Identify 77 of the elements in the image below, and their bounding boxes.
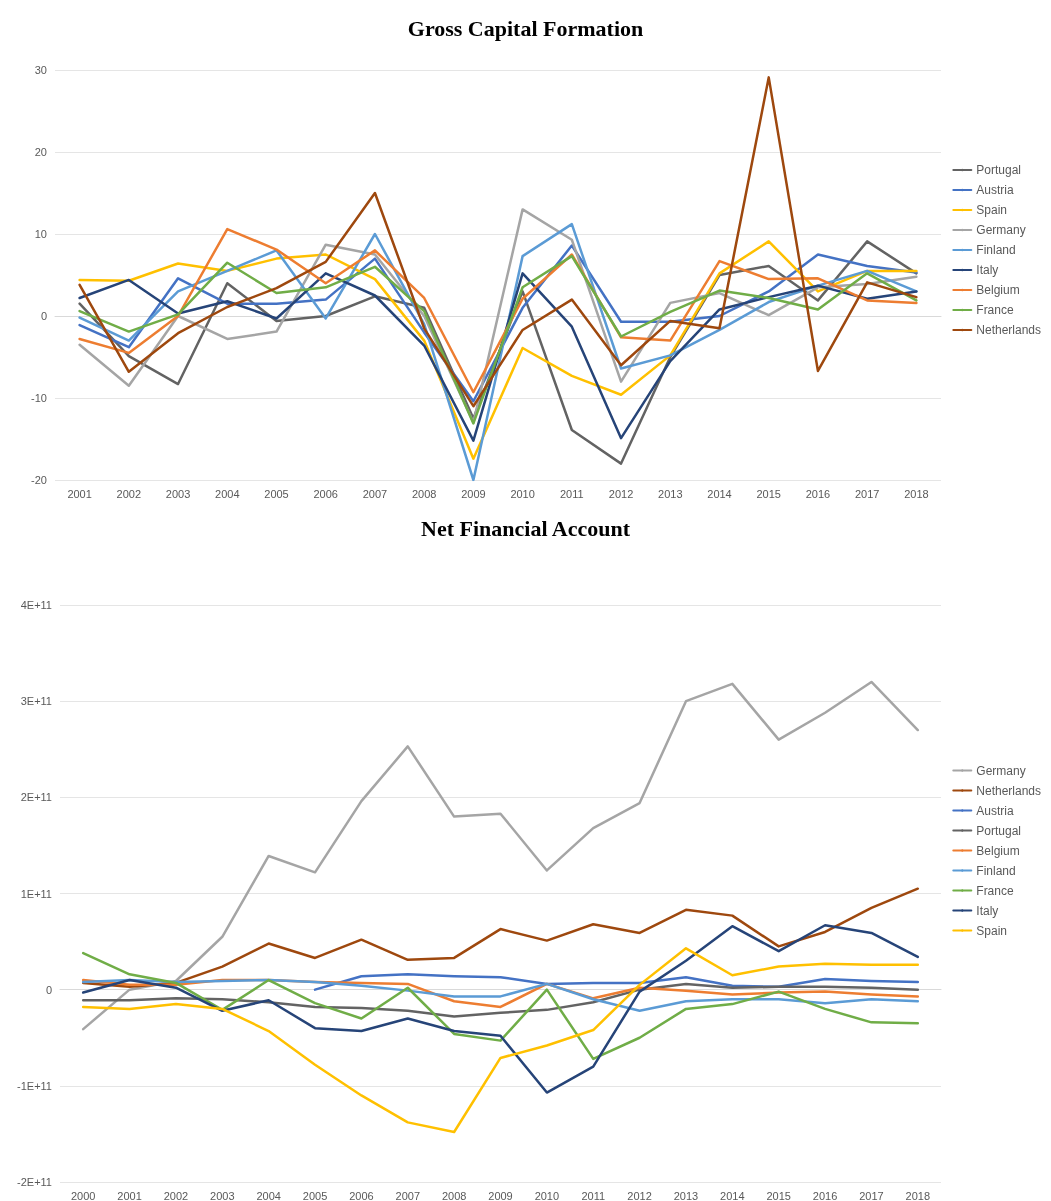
x-tick-label: 2003 <box>210 1189 235 1201</box>
y-tick-label: 2E+11 <box>20 791 52 804</box>
y-tick-label: 10 <box>34 228 47 240</box>
chart-title: Gross Capital Formation <box>407 15 644 41</box>
legend-label: Finland <box>976 863 1016 878</box>
y-tick-label: -20 <box>31 474 47 486</box>
x-tick-label: 2009 <box>488 1189 513 1201</box>
line-series <box>81 923 920 1094</box>
x-tick-label: 2002 <box>116 487 142 500</box>
x-tick-label: 2011 <box>560 487 584 500</box>
x-tick-label: 2018 <box>905 1189 931 1201</box>
x-tick-label: 2017 <box>859 1189 884 1201</box>
legend-label: Germany <box>976 223 1026 237</box>
legend-label: Spain <box>976 203 1007 217</box>
legend-label: Netherlands <box>976 323 1042 337</box>
x-tick-label: 2012 <box>627 1189 652 1201</box>
x-tick-label: 2001 <box>67 487 92 500</box>
y-tick-label: 0 <box>40 310 47 322</box>
x-tick-label: 2009 <box>461 487 486 500</box>
legend-label: Spain <box>976 923 1007 938</box>
x-tick-label: 2016 <box>805 487 831 500</box>
line-series <box>78 76 918 408</box>
y-tick-label: 0 <box>45 983 52 996</box>
y-tick-label: 1E+11 <box>20 887 52 900</box>
x-tick-label: 2018 <box>904 487 929 500</box>
y-tick-label: 20 <box>34 146 47 158</box>
y-tick-label: 4E+11 <box>20 599 52 611</box>
x-tick-label: 2015 <box>756 487 781 500</box>
legend-label: Portugal <box>976 163 1021 177</box>
x-tick-label: 2012 <box>608 487 634 500</box>
legend-label: Portugal <box>976 823 1021 838</box>
y-tick-label: -2E+11 <box>17 1176 52 1188</box>
legend-label: Austria <box>976 183 1014 197</box>
y-tick-label: -1E+11 <box>17 1079 52 1092</box>
line-series <box>81 680 920 1031</box>
legend-label: Austria <box>976 803 1014 818</box>
x-tick-label: 2017 <box>854 487 880 500</box>
x-tick-label: 2007 <box>362 487 388 500</box>
legend-label: Belgium <box>976 283 1020 297</box>
legend-label: France <box>976 883 1014 898</box>
line-series <box>81 947 920 1134</box>
legend-label: Germany <box>976 763 1026 778</box>
legend-label: Netherlands <box>976 783 1042 798</box>
x-tick-label: 2008 <box>411 487 437 500</box>
legend-label: France <box>976 303 1014 317</box>
x-tick-label: 2000 <box>70 1189 96 1201</box>
line-series <box>78 254 918 425</box>
x-tick-label: 2016 <box>812 1189 838 1201</box>
y-tick-label: -10 <box>31 392 47 404</box>
x-tick-label: 2005 <box>264 487 289 500</box>
x-tick-label: 2010 <box>510 487 535 500</box>
x-tick-label: 2005 <box>302 1189 328 1201</box>
x-tick-label: 2004 <box>215 487 240 500</box>
x-tick-label: 2013 <box>658 487 683 500</box>
y-tick-label: 30 <box>34 64 47 76</box>
x-tick-label: 2001 <box>117 1189 142 1201</box>
x-tick-label: 2011 <box>581 1189 606 1201</box>
x-tick-label: 2006 <box>349 1189 374 1201</box>
legend-label: Belgium <box>976 843 1020 858</box>
chart-title: Net Financial Account <box>421 515 631 541</box>
x-tick-label: 2015 <box>766 1189 791 1201</box>
x-tick-label: 2008 <box>441 1189 467 1201</box>
x-tick-label: 2010 <box>534 1189 560 1201</box>
legend-label: Italy <box>976 903 999 918</box>
x-tick-label: 2014 <box>707 487 732 500</box>
legend-label: Finland <box>976 243 1016 257</box>
x-tick-label: 2004 <box>256 1189 281 1201</box>
x-tick-label: 2014 <box>720 1189 745 1201</box>
x-tick-label: 2002 <box>163 1189 189 1201</box>
legend-label: Italy <box>976 263 999 277</box>
x-tick-label: 2006 <box>313 487 338 500</box>
line-series <box>81 951 920 1061</box>
x-tick-label: 2003 <box>165 487 191 500</box>
line-series <box>81 887 920 989</box>
x-tick-label: 2013 <box>673 1189 699 1201</box>
y-tick-label: 3E+11 <box>20 695 52 708</box>
x-tick-label: 2007 <box>395 1189 421 1201</box>
